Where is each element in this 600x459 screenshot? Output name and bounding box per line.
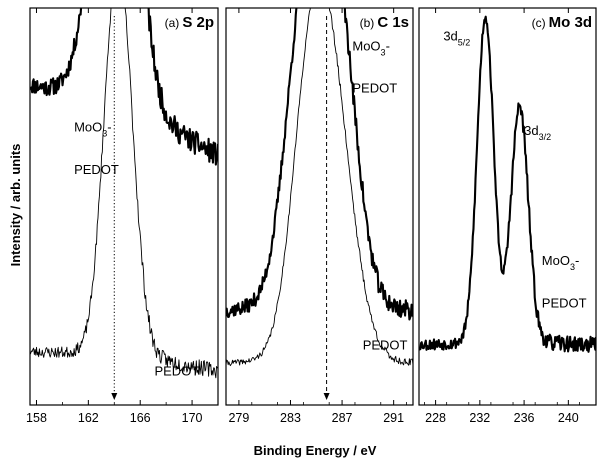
- series-line-moo3-pedot: [30, 8, 218, 166]
- x-tick-label: 291: [383, 411, 404, 425]
- series-line-moo3-pedot: [226, 8, 413, 321]
- panel-frame: [225, 7, 414, 406]
- series-label: 3d5/2: [443, 29, 470, 48]
- series-label: PEDOT: [352, 81, 397, 96]
- series-label: MoO3-: [74, 120, 112, 139]
- panel-title: (c) Mo 3d: [532, 14, 592, 31]
- peak-marker-arrow: [111, 393, 118, 400]
- x-axis-label: Binding Energy / eV: [254, 443, 377, 458]
- panel-frame: [418, 7, 597, 406]
- x-tick-label: 166: [130, 411, 151, 425]
- x-tick-label: 170: [182, 411, 203, 425]
- panel-b: 279 283 287 291 MoO3- PEDOT PEDOT (b) C 1s: [225, 7, 414, 425]
- panel-title: (b) C 1s: [360, 14, 409, 31]
- series-label: PEDOT: [542, 295, 587, 310]
- x-tick-label: 279: [228, 411, 249, 425]
- x-tick-label: 287: [332, 411, 353, 425]
- panel-frame: [29, 7, 219, 406]
- series-line-pedot: [30, 8, 218, 379]
- panel-c: 228 232 236 240 3d5/2 3d3/2 MoO3- PEDOT (c) Mo 3d: [418, 7, 597, 425]
- x-tick-label: 240: [558, 411, 579, 425]
- x-tick-label: 158: [26, 411, 47, 425]
- x-tick-label: 232: [469, 411, 490, 425]
- series-line-pedot: [226, 8, 413, 367]
- series-line-moo3-pedot: [419, 15, 596, 353]
- x-tick-label: 162: [78, 411, 99, 425]
- panel-a: 158 162 166 170 MoO3- PEDOT PEDOT (a) S 2p: [26, 7, 219, 425]
- series-label: MoO3-: [542, 253, 580, 272]
- series-label: PEDOT: [363, 338, 408, 353]
- series-label: PEDOT: [74, 162, 119, 177]
- x-tick-label: 236: [514, 411, 535, 425]
- y-axis-label: Intensity / arb. units: [8, 144, 23, 267]
- x-tick-label: 283: [280, 411, 301, 425]
- series-label: MoO3-: [352, 38, 390, 57]
- panel-title: (a) S 2p: [165, 14, 214, 31]
- series-label: 3d3/2: [524, 123, 551, 142]
- series-label: PEDOT: [154, 364, 199, 379]
- x-tick-label: 228: [425, 411, 446, 425]
- peak-marker-arrow: [323, 393, 330, 400]
